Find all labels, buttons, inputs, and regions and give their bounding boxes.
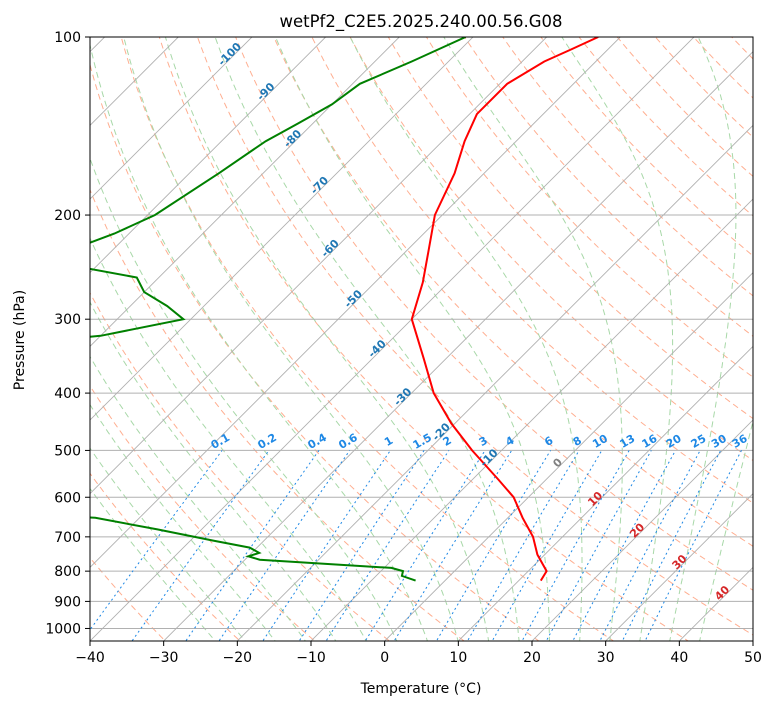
moist-adiabat-line xyxy=(274,37,550,641)
y-tick-label: 400 xyxy=(54,386,81,402)
isotherm-line xyxy=(90,37,327,274)
mixing-ratio-line xyxy=(393,450,513,641)
moist-adiabat-line xyxy=(349,37,583,641)
x-tick-label: 20 xyxy=(523,650,541,666)
isotherm-line xyxy=(163,51,753,641)
moist-adiabat-line xyxy=(443,37,623,641)
x-axis-label: Temperature (°C) xyxy=(360,681,482,697)
background-lines xyxy=(90,37,753,641)
moist-adiabat-line xyxy=(669,37,737,641)
dry-adiabat-line xyxy=(120,37,615,641)
dry-adiabat-line xyxy=(196,37,753,636)
dry-adiabat-line xyxy=(90,62,540,641)
y-tick-label: 100 xyxy=(54,30,81,46)
plot-frame xyxy=(89,36,754,642)
isotherm-line xyxy=(90,37,253,200)
mixing-ratio-line xyxy=(621,450,722,641)
y-tick-label: 800 xyxy=(54,564,81,580)
mixing-ratio-line xyxy=(364,450,486,641)
mixing-ratio-line xyxy=(131,450,270,641)
dry-adiabat-line xyxy=(90,384,316,641)
isotherm-line xyxy=(531,419,753,641)
dry-adiabat-line xyxy=(90,291,391,641)
isotherm-line xyxy=(236,124,753,641)
dry-adiabat-line xyxy=(90,472,241,641)
series-lines xyxy=(90,37,599,582)
mixing-ratio-line xyxy=(572,450,676,641)
isotherm-line xyxy=(90,37,695,641)
mixing-ratio-line xyxy=(298,450,425,641)
isotherm-line xyxy=(90,37,474,421)
dry-adiabat-line xyxy=(502,37,753,297)
moist-adiabat-line xyxy=(90,355,307,641)
moist-adiabat-line xyxy=(90,403,276,641)
plot-area: 0.1 0.2 0.4 0.6 1 1.5 2 3 4 6 8 10 13 16 20 25 30 36-100-… xyxy=(90,37,753,641)
moist-adiabat-line xyxy=(90,301,337,641)
mixing-ratio-line xyxy=(435,450,552,641)
moist-adiabat-line xyxy=(164,37,490,641)
moist-adiabat-line xyxy=(561,37,674,641)
moist-adiabat-line xyxy=(699,419,753,641)
y-tick-label: 300 xyxy=(54,312,81,328)
y-tick-label: 200 xyxy=(54,208,81,224)
isotherm-line xyxy=(605,493,753,641)
moist-adiabat-line xyxy=(214,37,520,641)
y-axis-ticks: 100 200 300 400 500 600 700 800 900 1000 xyxy=(45,30,90,637)
y-tick-label: 900 xyxy=(54,594,81,610)
dry-adiabat-line xyxy=(425,37,753,378)
x-tick-label: −30 xyxy=(149,650,179,666)
isotherm-line xyxy=(384,272,753,641)
x-axis-ticks: −40 −30 −20 −10 0 10 20 30 40 50 xyxy=(75,641,762,666)
dry-adiabat-line xyxy=(235,37,753,591)
x-tick-label: 40 xyxy=(670,650,688,666)
y-tick-label: 500 xyxy=(54,443,81,459)
moist-adiabat-line xyxy=(90,157,398,641)
moist-adiabat-line xyxy=(90,236,367,641)
y-axis-label: Pressure (hPa) xyxy=(12,290,28,390)
mixing-ratio-line xyxy=(90,450,223,631)
isotherm-line xyxy=(310,198,753,641)
mixing-ratio-line xyxy=(325,450,450,641)
isotherm-line xyxy=(457,345,753,641)
temperature-profile-line xyxy=(410,37,599,582)
moist-adiabat-line xyxy=(90,487,216,641)
isotherm-line xyxy=(90,37,179,126)
y-tick-label: 1000 xyxy=(45,621,81,637)
moist-adiabat-line xyxy=(90,447,246,641)
x-tick-label: 10 xyxy=(449,650,467,666)
dry-adiabat-line xyxy=(464,37,753,337)
y-tick-label: 700 xyxy=(54,530,81,546)
x-tick-label: −40 xyxy=(75,650,105,666)
moist-adiabat-line xyxy=(123,37,459,641)
y-tick-label: 600 xyxy=(54,490,81,506)
mixing-ratio-line xyxy=(599,450,701,641)
x-tick-label: 0 xyxy=(380,650,389,666)
mixing-ratio-line xyxy=(644,450,742,641)
x-tick-label: 30 xyxy=(597,650,615,666)
x-tick-label: −10 xyxy=(296,650,326,666)
dewpoint-profile-line xyxy=(90,37,467,582)
isotherm-line xyxy=(90,37,548,495)
x-tick-label: 50 xyxy=(744,650,762,666)
isotherm-line xyxy=(90,37,621,568)
x-tick-label: −20 xyxy=(223,650,253,666)
dry-adiabat-line xyxy=(158,37,690,641)
dry-adiabat-line xyxy=(90,188,465,641)
dry-adiabat-line xyxy=(311,37,753,504)
chart-title: wetPf2_C2E5.2025.240.00.56.G08 xyxy=(279,12,562,32)
isotherm-line xyxy=(90,37,400,347)
